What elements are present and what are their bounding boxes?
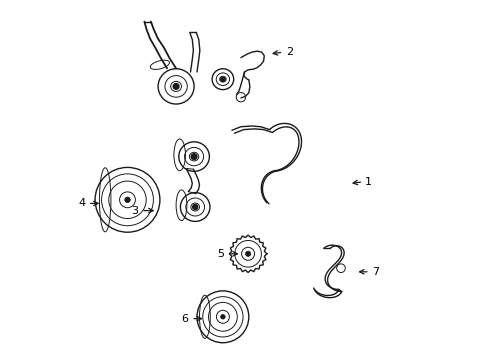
Circle shape xyxy=(220,315,224,319)
Text: 4: 4 xyxy=(78,198,85,208)
Circle shape xyxy=(245,251,250,256)
Circle shape xyxy=(192,204,197,210)
Text: 6: 6 xyxy=(181,314,188,324)
Circle shape xyxy=(220,77,224,81)
Text: 5: 5 xyxy=(217,249,224,259)
Text: 2: 2 xyxy=(285,47,292,57)
Text: 1: 1 xyxy=(365,177,371,187)
Text: 7: 7 xyxy=(371,267,379,277)
Text: 3: 3 xyxy=(131,206,138,216)
Circle shape xyxy=(173,84,179,89)
Circle shape xyxy=(124,197,130,203)
Circle shape xyxy=(191,154,197,159)
